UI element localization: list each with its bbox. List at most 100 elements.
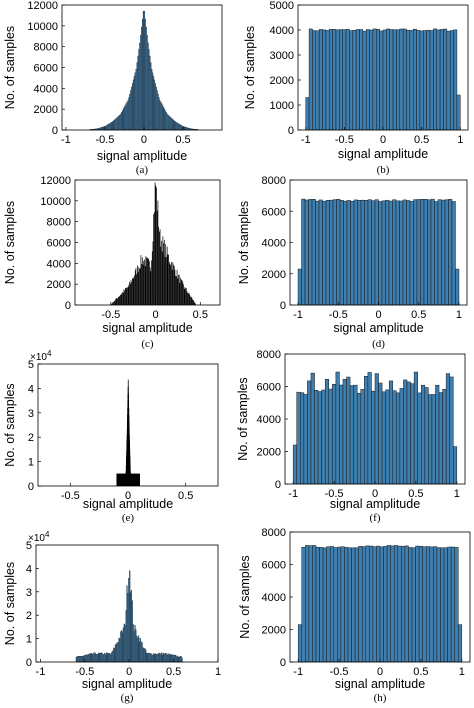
bar	[396, 29, 401, 131]
x-axis-label: signal amplitude	[83, 497, 173, 511]
bar	[326, 546, 331, 663]
bar	[355, 29, 360, 131]
y-tick-label: 2000	[47, 279, 71, 291]
x-axis-label: signal amplitude	[97, 149, 187, 163]
bar	[187, 292, 189, 305]
bar	[173, 264, 174, 305]
bar	[385, 199, 390, 306]
bar	[120, 294, 122, 305]
bar	[332, 29, 337, 131]
bar	[438, 392, 443, 485]
y-tick-label: 8000	[47, 217, 71, 229]
x-axis-label: signal amplitude	[330, 497, 420, 511]
y-tick-label: 2	[26, 610, 32, 622]
bar	[161, 251, 163, 305]
bar	[141, 263, 142, 305]
chart-e: -0.5 0 0.5 0 1 2 3 4 5×104 signal amplitude No. of…	[3, 349, 219, 524]
bar	[113, 301, 115, 305]
bar	[453, 29, 458, 131]
bar	[192, 299, 194, 305]
bar	[300, 392, 305, 485]
y-tick-label: 5	[26, 540, 32, 552]
bar	[448, 199, 453, 306]
x-tick-label: 0.5	[175, 134, 190, 146]
bar	[296, 391, 301, 485]
bar	[339, 200, 344, 306]
bar	[123, 289, 125, 305]
bar	[364, 200, 369, 306]
bar	[453, 446, 458, 485]
bar	[125, 288, 127, 305]
bar	[369, 29, 374, 131]
panel-caption: (g)	[121, 692, 134, 704]
bar	[403, 379, 408, 485]
y-tick-label: 0	[280, 657, 286, 669]
bars-e	[116, 379, 140, 486]
bar	[443, 28, 448, 131]
bar	[390, 545, 395, 663]
bar	[359, 29, 364, 131]
bar	[396, 392, 401, 485]
y-tick-label: 12000	[40, 175, 71, 187]
bar	[419, 30, 424, 131]
chart-h: -1 -0.5 0 0.5 1 0 2000 4000 6000 8000 signal ampli…	[238, 527, 471, 704]
x-tick-label: 1	[215, 666, 221, 678]
y-tick-label: 4000	[270, 25, 294, 37]
x-tick-label: -0.5	[75, 666, 94, 678]
bar	[307, 380, 312, 485]
bar	[449, 30, 454, 131]
bar	[445, 373, 450, 485]
bar	[312, 545, 317, 663]
y-tick-label: 4000	[262, 592, 286, 604]
x-tick-label: 0.5	[411, 309, 426, 321]
y-axis-label: No. of samples	[237, 201, 251, 284]
y-axis-label: No. of samples	[3, 383, 17, 466]
bar	[374, 199, 379, 306]
x-tick-label: -0.5	[325, 488, 344, 500]
bar	[139, 268, 140, 305]
bar	[177, 278, 179, 305]
y-axis-label: No. of samples	[236, 377, 250, 460]
y-tick-label: 5	[28, 359, 34, 371]
panel-caption: (a)	[136, 164, 149, 176]
bar	[406, 381, 411, 485]
x-tick-label: 1	[457, 134, 463, 146]
bar	[315, 546, 320, 663]
bar	[369, 545, 374, 663]
bar	[312, 30, 317, 131]
y-tick-label: 3	[28, 408, 34, 420]
bar	[314, 390, 319, 485]
bar	[153, 214, 155, 305]
y-tick-label: 0	[65, 300, 71, 312]
y-tick-label: 12000	[27, 0, 58, 12]
y-tick-label: 0	[52, 125, 58, 137]
y-tick-label: 0	[26, 657, 32, 669]
bar	[328, 29, 333, 131]
bar	[112, 302, 113, 305]
bar	[408, 547, 413, 663]
bar	[310, 372, 315, 485]
bar	[357, 200, 362, 306]
bar	[386, 28, 390, 131]
bar	[435, 384, 440, 485]
bar	[173, 265, 175, 305]
bar	[420, 199, 425, 306]
panel-caption: (e)	[122, 512, 135, 524]
bar	[417, 392, 422, 485]
bar	[325, 200, 330, 306]
bar	[156, 210, 158, 305]
bar	[166, 246, 168, 305]
bar	[416, 199, 421, 306]
bar	[194, 302, 196, 305]
bar	[353, 199, 358, 306]
bars-f	[292, 371, 458, 485]
bar	[322, 29, 327, 131]
x-tick-label: 0	[377, 666, 383, 678]
bar	[119, 295, 121, 305]
bar	[353, 384, 358, 485]
bar	[155, 185, 157, 305]
bar	[154, 182, 156, 305]
bar	[171, 261, 172, 305]
y-tick-label: 6000	[262, 560, 286, 572]
